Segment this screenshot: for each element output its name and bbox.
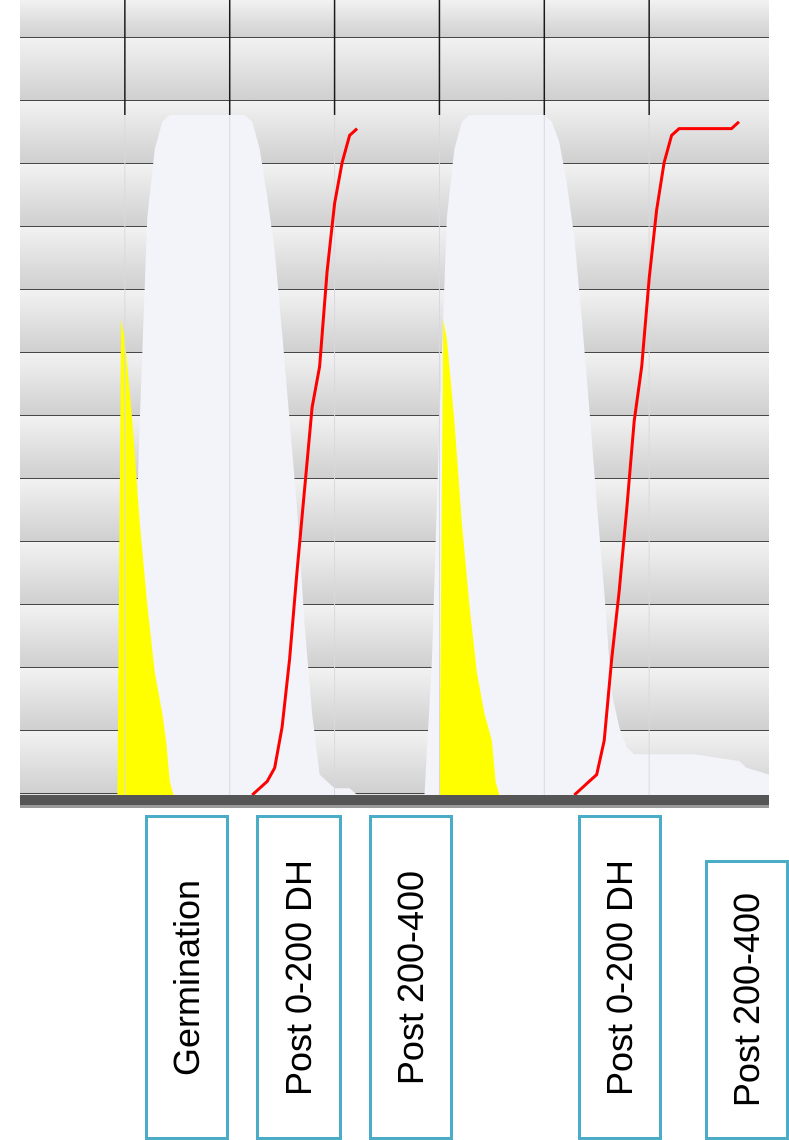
line-series xyxy=(251,120,741,797)
background-band xyxy=(20,290,769,353)
background-band xyxy=(20,101,769,164)
vertical-gridlines xyxy=(124,0,650,795)
stage-label-text: Post 0-200 DH xyxy=(599,859,641,1096)
area-series xyxy=(117,115,770,795)
stage-label-text: Germination xyxy=(166,879,207,1076)
line-series-1 xyxy=(251,127,359,797)
background-band xyxy=(20,227,769,290)
area-series-2 xyxy=(117,319,500,795)
stage-label-post-200-400: Post 200-400 xyxy=(369,815,453,1140)
x-axis-shadow xyxy=(20,805,769,808)
background-band xyxy=(20,0,769,38)
line-series-2 xyxy=(573,120,741,797)
stage-label-germination: Germination xyxy=(145,815,229,1140)
stage-label-post-200-400-2: Post 200-400 xyxy=(705,860,789,1140)
background-band xyxy=(20,794,769,795)
background-band xyxy=(20,164,769,227)
stage-label-text: Post 200-400 xyxy=(390,870,431,1085)
stage-label-post-0-200-dh-2: Post 0-200 DH xyxy=(578,815,662,1140)
stage-label-text: Post 0-200 DH xyxy=(278,859,320,1096)
stage-label-text: Post 200-400 xyxy=(726,892,767,1108)
background-band xyxy=(20,38,769,101)
x-axis-bar xyxy=(20,795,769,805)
stage-label-post-0-200-dh: Post 0-200 DH xyxy=(256,815,342,1140)
background-band xyxy=(20,353,769,416)
x-axis xyxy=(20,795,769,808)
